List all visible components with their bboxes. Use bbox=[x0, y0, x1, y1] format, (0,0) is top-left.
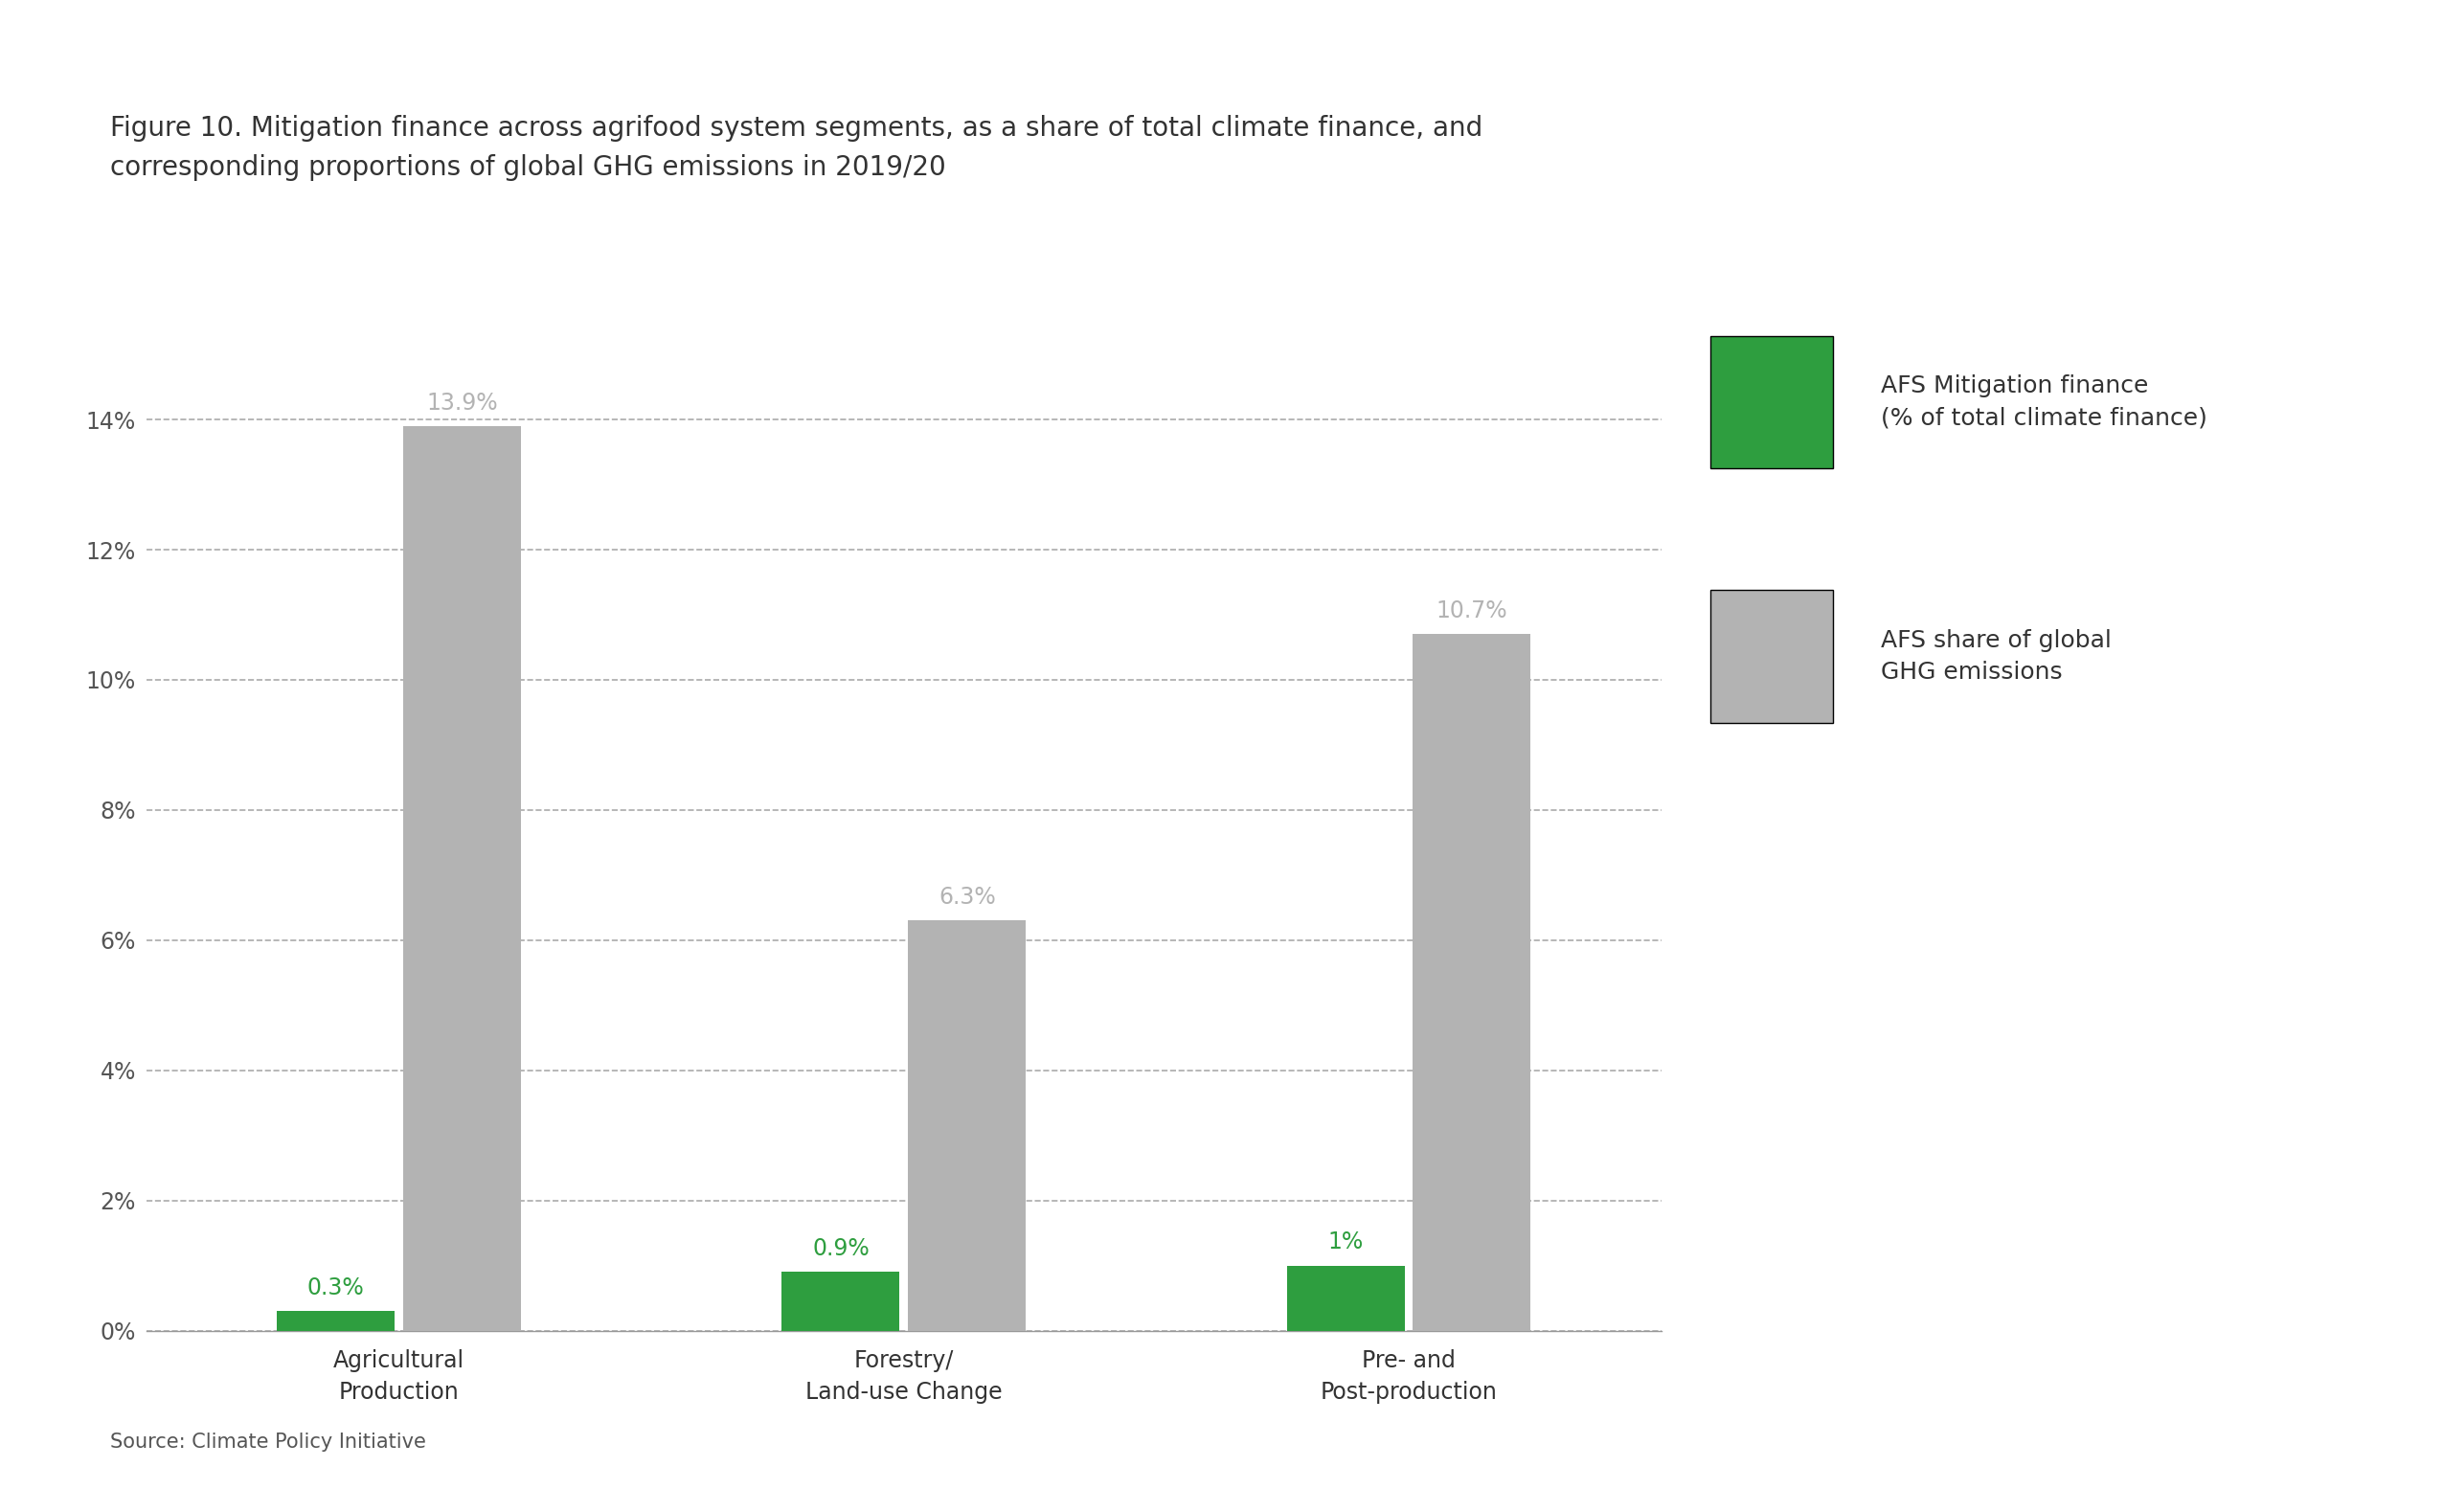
Bar bbox=[1287, 1266, 1405, 1331]
Bar bbox=[1412, 634, 1532, 1331]
FancyBboxPatch shape bbox=[1710, 336, 1832, 469]
Text: 0.9%: 0.9% bbox=[811, 1237, 870, 1261]
Text: 1%: 1% bbox=[1329, 1231, 1363, 1253]
Text: 13.9%: 13.9% bbox=[428, 392, 498, 414]
Bar bbox=[276, 1311, 396, 1331]
Text: AFS share of global
GHG emissions: AFS share of global GHG emissions bbox=[1881, 629, 2111, 683]
Text: Figure 10. Mitigation finance across agrifood system segments, as a share of tot: Figure 10. Mitigation finance across agr… bbox=[110, 115, 1483, 181]
Bar bbox=[909, 921, 1026, 1331]
Text: 0.3%: 0.3% bbox=[308, 1276, 364, 1299]
Text: Source: Climate Policy Initiative: Source: Climate Policy Initiative bbox=[110, 1432, 425, 1452]
FancyBboxPatch shape bbox=[1710, 590, 1832, 723]
Bar bbox=[403, 426, 520, 1331]
Text: AFS Mitigation finance
(% of total climate finance): AFS Mitigation finance (% of total clima… bbox=[1881, 375, 2208, 429]
Text: 6.3%: 6.3% bbox=[938, 886, 997, 909]
Bar bbox=[782, 1272, 899, 1331]
Text: 10.7%: 10.7% bbox=[1436, 600, 1507, 623]
